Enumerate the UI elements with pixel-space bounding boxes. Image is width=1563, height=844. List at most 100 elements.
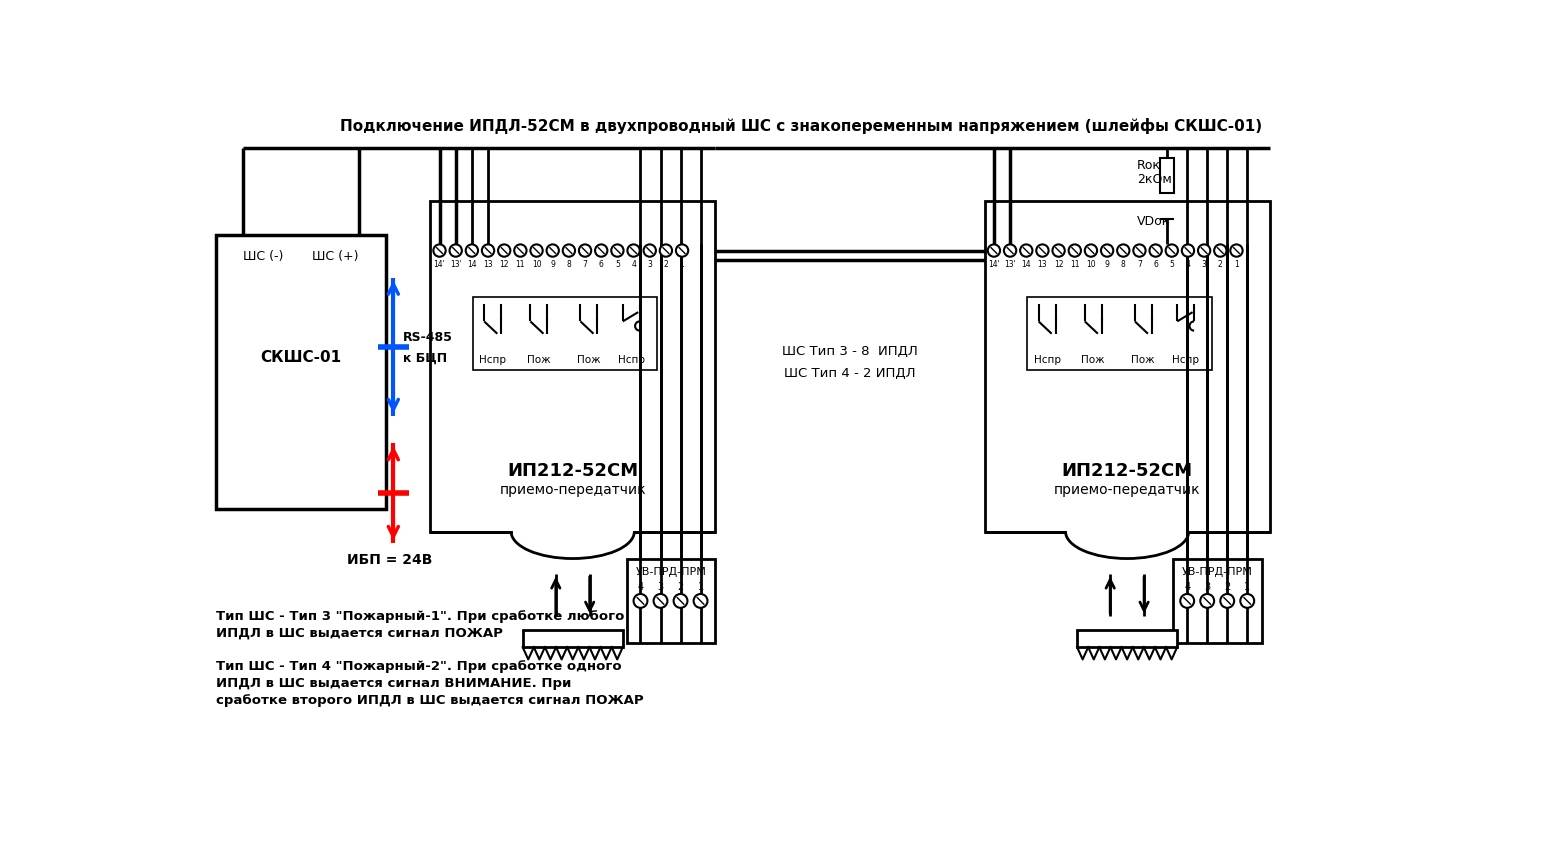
Circle shape: [653, 594, 667, 609]
Text: 3: 3: [647, 260, 652, 268]
Text: 4: 4: [1185, 260, 1191, 268]
Bar: [216, 235, 386, 509]
Bar: [627, 559, 716, 643]
Text: ИПДЛ в ШС выдается сигнал ПОЖАР: ИПДЛ в ШС выдается сигнал ПОЖАР: [216, 625, 503, 639]
Text: 6: 6: [1153, 260, 1158, 268]
Text: 1: 1: [1244, 582, 1250, 591]
Text: 1: 1: [1235, 260, 1239, 268]
Bar: [1160, 159, 1174, 193]
Text: 7: 7: [583, 260, 588, 268]
Text: ИП212-52СМ: ИП212-52СМ: [1061, 462, 1193, 479]
Text: ИПДЛ в ШС выдается сигнал ВНИМАНИЕ. При: ИПДЛ в ШС выдается сигнал ВНИМАНИЕ. При: [216, 676, 572, 689]
Text: 13: 13: [1038, 260, 1047, 268]
Text: 8: 8: [1121, 260, 1125, 268]
Circle shape: [547, 245, 560, 257]
Circle shape: [660, 245, 672, 257]
Bar: [513, 531, 633, 560]
Polygon shape: [1160, 209, 1174, 219]
Circle shape: [433, 245, 445, 257]
Circle shape: [466, 245, 478, 257]
Text: VDок: VDок: [1138, 215, 1171, 228]
Text: Нспр: Нспр: [617, 354, 646, 365]
Text: 2: 2: [1224, 582, 1230, 591]
Text: 14: 14: [1022, 260, 1032, 268]
Circle shape: [988, 245, 1000, 257]
Text: 5: 5: [614, 260, 621, 268]
Circle shape: [611, 245, 624, 257]
Bar: [985, 201, 1269, 532]
Text: 6: 6: [599, 260, 603, 268]
Circle shape: [1133, 245, 1146, 257]
Text: 4: 4: [631, 260, 636, 268]
Text: УВ-ПРД-ПРМ: УВ-ПРД-ПРМ: [1182, 566, 1254, 576]
Text: Подключение ИПДЛ-52СМ в двухпроводный ШС с знакопеременным напряжением (шлейфы С: Подключение ИПДЛ-52СМ в двухпроводный ШС…: [339, 118, 1261, 134]
Bar: [1068, 531, 1188, 560]
Text: 10: 10: [531, 260, 541, 268]
Text: Пож: Пож: [1082, 354, 1105, 365]
Text: 4: 4: [638, 582, 644, 591]
Circle shape: [1052, 245, 1064, 257]
Text: Пож: Пож: [527, 354, 550, 365]
Circle shape: [627, 245, 639, 257]
Text: к БЦП: к БЦП: [403, 351, 447, 365]
Text: Нспр: Нспр: [1033, 354, 1061, 365]
Circle shape: [578, 245, 591, 257]
Text: 11: 11: [516, 260, 525, 268]
Circle shape: [1241, 594, 1254, 609]
Text: УВ-ПРД-ПРМ: УВ-ПРД-ПРМ: [636, 566, 706, 576]
Circle shape: [1003, 245, 1016, 257]
Circle shape: [1036, 245, 1049, 257]
Text: 2: 2: [677, 582, 683, 591]
Circle shape: [1230, 245, 1243, 257]
Text: RS-485: RS-485: [403, 331, 452, 344]
Text: 12: 12: [500, 260, 510, 268]
Circle shape: [1221, 594, 1235, 609]
Circle shape: [1180, 594, 1194, 609]
Bar: [522, 630, 622, 647]
Circle shape: [530, 245, 542, 257]
Text: 11: 11: [1071, 260, 1080, 268]
Text: 10: 10: [1086, 260, 1096, 268]
Text: 14': 14': [988, 260, 1000, 268]
Circle shape: [675, 245, 688, 257]
Text: приемо-передатчик: приемо-передатчик: [1053, 483, 1200, 496]
Circle shape: [596, 245, 608, 257]
Circle shape: [450, 245, 461, 257]
Bar: [1077, 630, 1177, 647]
Text: ШС (-): ШС (-): [244, 250, 283, 262]
Text: Пож: Пож: [1132, 354, 1155, 365]
Text: Нспр: Нспр: [480, 354, 506, 365]
Text: 2кОм: 2кОм: [1138, 173, 1172, 186]
Text: ИБП = 24В: ИБП = 24В: [347, 553, 431, 566]
Circle shape: [1182, 245, 1194, 257]
Text: 14': 14': [433, 260, 445, 268]
Text: приемо-передатчик: приемо-передатчик: [500, 483, 646, 496]
Text: 2: 2: [664, 260, 669, 268]
Text: 2: 2: [1218, 260, 1222, 268]
Text: 13: 13: [483, 260, 492, 268]
Text: 13': 13': [1003, 260, 1016, 268]
Circle shape: [563, 245, 575, 257]
Text: ШС Тип 4 - 2 ИПДЛ: ШС Тип 4 - 2 ИПДЛ: [785, 366, 916, 379]
Text: 8: 8: [566, 260, 570, 268]
Circle shape: [1197, 245, 1210, 257]
Text: 7: 7: [1136, 260, 1143, 268]
Text: 13': 13': [450, 260, 461, 268]
Circle shape: [514, 245, 527, 257]
Circle shape: [1021, 245, 1033, 257]
Text: 1: 1: [697, 582, 703, 591]
Text: 9: 9: [1105, 260, 1110, 268]
Circle shape: [499, 245, 511, 257]
Text: 5: 5: [1169, 260, 1174, 268]
Text: Нспр: Нспр: [1172, 354, 1199, 365]
Text: 14: 14: [467, 260, 477, 268]
Text: Тип ШС - Тип 4 "Пожарный-2". При сработке одного: Тип ШС - Тип 4 "Пожарный-2". При сработк…: [216, 659, 622, 672]
Circle shape: [1118, 245, 1130, 257]
Circle shape: [694, 594, 708, 609]
Circle shape: [481, 245, 494, 257]
Bar: [1027, 297, 1211, 371]
Text: сработке второго ИПДЛ в ШС выдается сигнал ПОЖАР: сработке второго ИПДЛ в ШС выдается сигн…: [216, 693, 644, 706]
Text: ШС Тип 3 - 8  ИПДЛ: ШС Тип 3 - 8 ИПДЛ: [782, 344, 917, 358]
Circle shape: [1085, 245, 1097, 257]
Text: 3: 3: [1204, 582, 1210, 591]
